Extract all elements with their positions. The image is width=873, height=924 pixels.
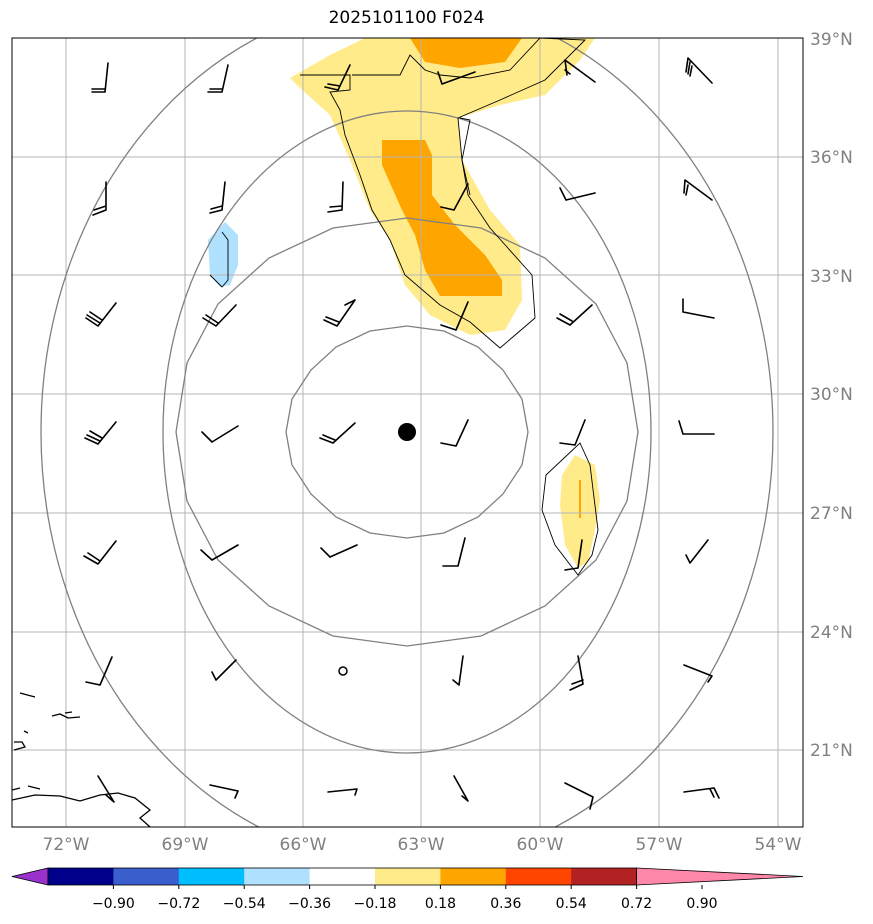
storm-center-marker (398, 423, 416, 441)
lat-labels: 39°N 36°N 33°N 30°N 27°N 24°N 21°N (810, 30, 853, 761)
lat-label: 21°N (810, 741, 853, 761)
colorbar-tick-label: 0.18 (425, 896, 456, 912)
colorbar-tick-label: −0.36 (288, 896, 331, 912)
colorbar-segment (48, 868, 114, 885)
lon-label: 66°W (280, 835, 327, 855)
plot-area (12, 38, 803, 827)
positive-field-medium-2 (382, 140, 502, 296)
range-rings (40, 38, 774, 827)
colorbar-extend-low (11, 867, 49, 886)
lon-label: 57°W (636, 835, 683, 855)
lat-label: 24°N (810, 623, 853, 643)
colorbar-segment (178, 868, 245, 885)
lat-label: 33°N (810, 267, 853, 287)
colorbar-tick-label: 0.36 (490, 896, 521, 912)
lon-label: 60°W (517, 835, 564, 855)
calm-wind-circle (338, 666, 348, 676)
colorbar-tick-label: −0.54 (223, 896, 266, 912)
lat-lon-grid (12, 38, 803, 827)
colorbar-segment (113, 868, 180, 885)
colorbar-segment (244, 868, 311, 885)
lon-label: 72°W (43, 835, 90, 855)
lat-label: 27°N (810, 504, 853, 524)
contour-lines (209, 38, 599, 576)
wind-barbs (83, 57, 720, 810)
lat-label: 36°N (810, 148, 853, 168)
lat-label: 30°N (810, 385, 853, 405)
colorbar-segment (571, 868, 638, 885)
plot-frame (11, 37, 804, 828)
lon-label: 69°W (162, 835, 209, 855)
colorbar-frame (47, 867, 637, 886)
negative-field-west (208, 222, 238, 287)
colorbar-tick-label: 0.90 (686, 896, 717, 912)
lon-labels: 72°W 69°W 66°W 63°W 60°W 57°W 54°W (43, 835, 802, 855)
colorbar-extend-high (636, 867, 804, 886)
colorbar-segment (505, 868, 572, 885)
lon-label: 63°W (398, 835, 445, 855)
colorbar-tick-label: −0.18 (354, 896, 397, 912)
colorbar: −0.90 −0.72 −0.54 −0.36 −0.18 0.18 0.36 0.54 0.7… (11, 867, 804, 912)
colorbar-segment (440, 868, 507, 885)
colorbar-tick-label: −0.90 (92, 896, 135, 912)
map-title: 2025101100 F024 (328, 8, 485, 28)
lon-label: 54°W (755, 835, 802, 855)
colorbar-tick-label: −0.72 (157, 896, 200, 912)
positive-field-medium (410, 38, 522, 68)
lat-label: 39°N (810, 30, 853, 50)
colorbar-segment (309, 868, 376, 885)
colorbar-tick-label: 0.72 (621, 896, 652, 912)
colorbar-tick-label: 0.54 (556, 896, 587, 912)
colorbar-segment (375, 868, 441, 885)
